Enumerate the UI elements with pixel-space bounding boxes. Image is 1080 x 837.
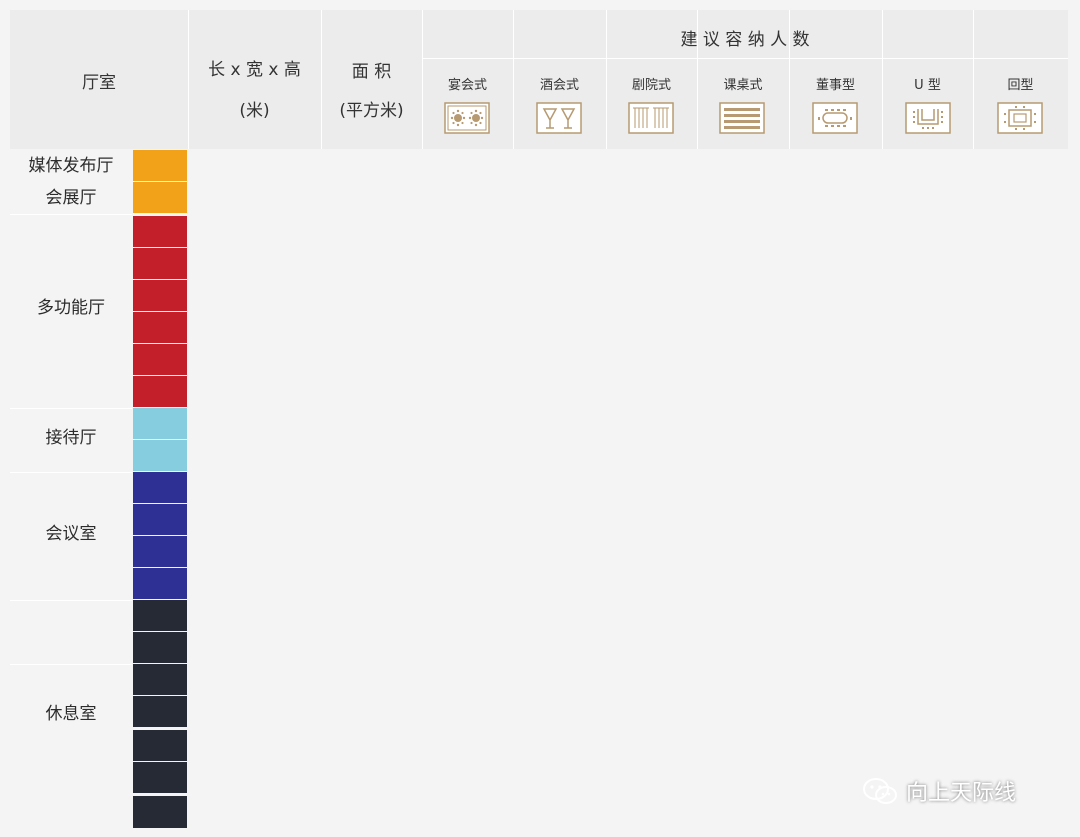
room-number-badge: [133, 696, 187, 727]
layout-hollow-square-label: 回型: [1007, 78, 1034, 93]
header-divider: [606, 10, 607, 149]
room-number-badge: [133, 600, 187, 631]
area-column-header: 面 积: [351, 62, 392, 82]
room-number-badge: [133, 408, 187, 439]
header-divider: [321, 10, 322, 149]
dimensions-unit: (米): [239, 101, 270, 121]
wechat-icon: [863, 778, 897, 804]
hall-column-header: 厅室: [82, 73, 116, 93]
hall-name: 会议室: [45, 524, 97, 544]
room-number-badge: [133, 344, 187, 375]
layout-banquet-label: 宴会式: [447, 78, 487, 93]
hollow-square-icon: [997, 102, 1043, 134]
layout-cocktail-label: 酒会式: [539, 78, 579, 93]
layout-theater-label: 剧院式: [631, 78, 671, 93]
hall-name: 会展厅: [45, 188, 97, 208]
group-separator: [10, 664, 132, 665]
dimensions-column-header: 长 x 宽 x 高: [208, 60, 301, 80]
classroom-icon: [719, 102, 765, 134]
u-shape-icon: [905, 102, 951, 134]
layout-boardroom-label: 董事型: [815, 78, 855, 93]
room-number-badge: [133, 568, 187, 599]
capacity-header: 建 议 容 纳 人 数: [680, 30, 810, 50]
room-number-badge: [133, 536, 187, 567]
header-divider: [422, 58, 1068, 59]
area-unit: (平方米): [339, 101, 404, 121]
group-separator: [10, 600, 132, 601]
room-number-badge: [133, 280, 187, 311]
room-number-badge: [133, 312, 187, 343]
header-divider: [188, 10, 189, 149]
header-divider: [422, 10, 423, 149]
room-number-badge: [133, 376, 187, 407]
header-divider: [789, 10, 790, 149]
group-separator: [10, 214, 132, 215]
layout-u-shape-label: U 型: [914, 78, 941, 93]
room-number-badge: [133, 182, 187, 213]
room-number-badge: [133, 150, 187, 181]
watermark-text: 向上天际线: [906, 781, 1017, 806]
room-number-badge: [133, 796, 187, 828]
header-divider: [973, 10, 974, 149]
room-number-badge: [133, 248, 187, 279]
room-number-badge: [133, 440, 187, 471]
room-number-badge: [133, 504, 187, 535]
hall-name: 媒体发布厅: [28, 156, 114, 176]
header-divider: [697, 10, 698, 149]
header-divider: [513, 10, 514, 149]
hall-name: 多功能厅: [37, 298, 105, 318]
watermark: 向上天际线: [862, 776, 1016, 806]
theater-icon: [628, 102, 674, 134]
table-body: 媒体发布厅会展厅多功能厅接待厅会议室休息室: [0, 150, 1080, 837]
hall-name: 休息室: [45, 704, 97, 724]
room-number-badge: [133, 216, 187, 247]
room-number-badge: [133, 762, 187, 793]
room-number-badge: [133, 472, 187, 503]
layout-classroom-label: 课桌式: [723, 78, 763, 93]
room-number-badge: [133, 664, 187, 695]
boardroom-icon: [812, 102, 858, 134]
header-divider: [882, 10, 883, 149]
cocktail-icon: [536, 102, 582, 134]
group-separator: [10, 472, 132, 473]
group-separator: [10, 408, 132, 409]
hall-name: 接待厅: [45, 428, 97, 448]
room-number-badge: [133, 632, 187, 663]
room-number-badge: [133, 730, 187, 761]
banquet-icon: [444, 102, 490, 134]
